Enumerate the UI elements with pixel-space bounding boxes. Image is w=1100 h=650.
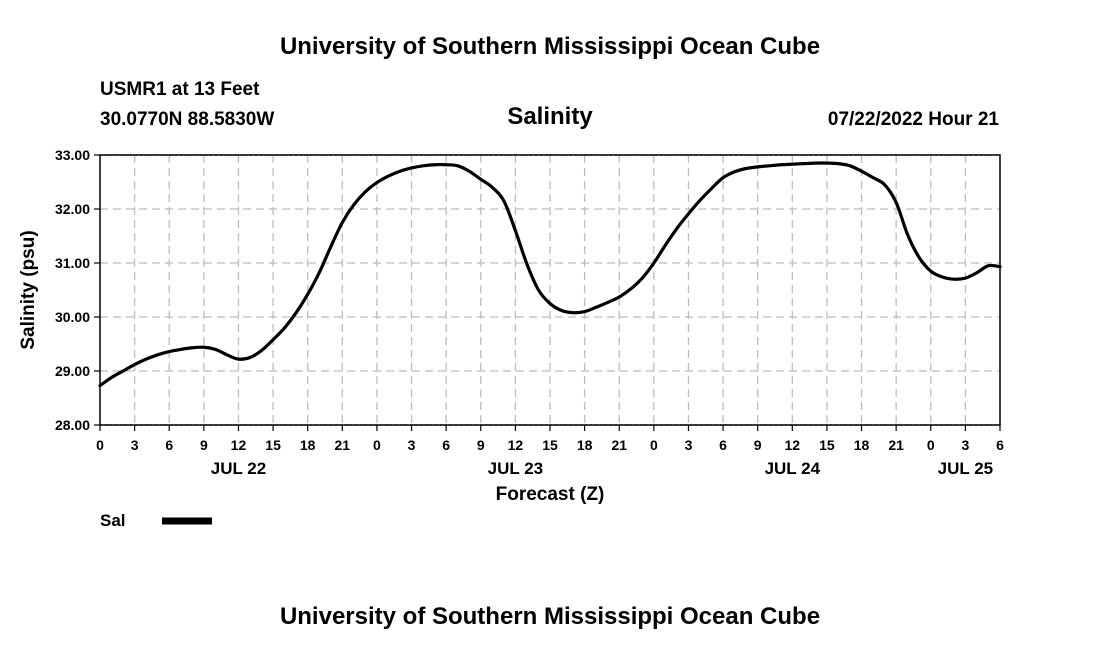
date-labels: JUL 22 JUL 23 JUL 24 JUL 25 xyxy=(211,459,993,478)
x-tick-label: 6 xyxy=(996,437,1004,453)
x-tick-label: 18 xyxy=(854,437,870,453)
x-tick-label: 6 xyxy=(165,437,173,453)
y-tick-label: 30.00 xyxy=(55,309,90,325)
x-tick-label: 6 xyxy=(442,437,450,453)
page-title: University of Southern Mississippi Ocean… xyxy=(280,33,820,60)
y-axis-label: Salinity (psu) xyxy=(18,230,39,349)
x-tick-label: 12 xyxy=(508,437,524,453)
station-label: USMR1 at 13 Feet xyxy=(100,79,260,100)
forecast-datetime: 07/22/2022 Hour 21 xyxy=(828,109,1000,130)
x-tick-label: 0 xyxy=(96,437,104,453)
y-tick-label: 28.00 xyxy=(55,417,90,433)
x-tick-label: 9 xyxy=(754,437,762,453)
x-tick-label: 15 xyxy=(819,437,835,453)
y-tick-label: 33.00 xyxy=(55,147,90,163)
chart-title: Salinity xyxy=(507,103,593,130)
x-tick-label: 12 xyxy=(231,437,247,453)
legend: Sal xyxy=(100,511,212,530)
x-tick-label: 15 xyxy=(265,437,281,453)
date-label: JUL 22 xyxy=(211,459,266,478)
x-tick-label: 0 xyxy=(373,437,381,453)
x-tick-label: 18 xyxy=(300,437,316,453)
footer-title: University of Southern Mississippi Ocean… xyxy=(280,603,820,630)
y-tick-label: 31.00 xyxy=(55,255,90,271)
x-tick-label: 3 xyxy=(685,437,693,453)
y-axis: 28.00 29.00 30.00 31.00 32.00 33.00 xyxy=(55,147,100,433)
x-tick-label: 3 xyxy=(408,437,416,453)
x-tick-label: 21 xyxy=(335,437,351,453)
x-axis-label: Forecast (Z) xyxy=(496,484,605,505)
x-tick-label: 21 xyxy=(611,437,627,453)
date-label: JUL 23 xyxy=(488,459,543,478)
x-tick-label: 18 xyxy=(577,437,593,453)
x-tick-label: 12 xyxy=(785,437,801,453)
x-tick-label: 6 xyxy=(719,437,727,453)
date-label: JUL 25 xyxy=(938,459,993,478)
x-tick-label: 9 xyxy=(200,437,208,453)
x-axis: 0 3 6 9 12 15 18 21 0 3 6 9 12 15 18 21 0 3 6 9 12 15 18 21 0 3 6 xyxy=(96,425,1004,453)
x-tick-label: 3 xyxy=(961,437,969,453)
date-label: JUL 24 xyxy=(765,459,821,478)
series-line-sal xyxy=(98,161,1002,388)
x-tick-label: 3 xyxy=(131,437,139,453)
series-group xyxy=(98,161,1002,388)
x-tick-label: 9 xyxy=(477,437,485,453)
legend-label-sal: Sal xyxy=(100,511,126,530)
y-tick-label: 32.00 xyxy=(55,201,90,217)
y-tick-label: 29.00 xyxy=(55,363,90,379)
x-tick-label: 0 xyxy=(650,437,658,453)
x-tick-label: 0 xyxy=(927,437,935,453)
x-tick-label: 15 xyxy=(542,437,558,453)
coordinates-label: 30.0770N 88.5830W xyxy=(100,109,274,130)
x-tick-label: 21 xyxy=(888,437,904,453)
grid-lines xyxy=(100,154,1000,426)
